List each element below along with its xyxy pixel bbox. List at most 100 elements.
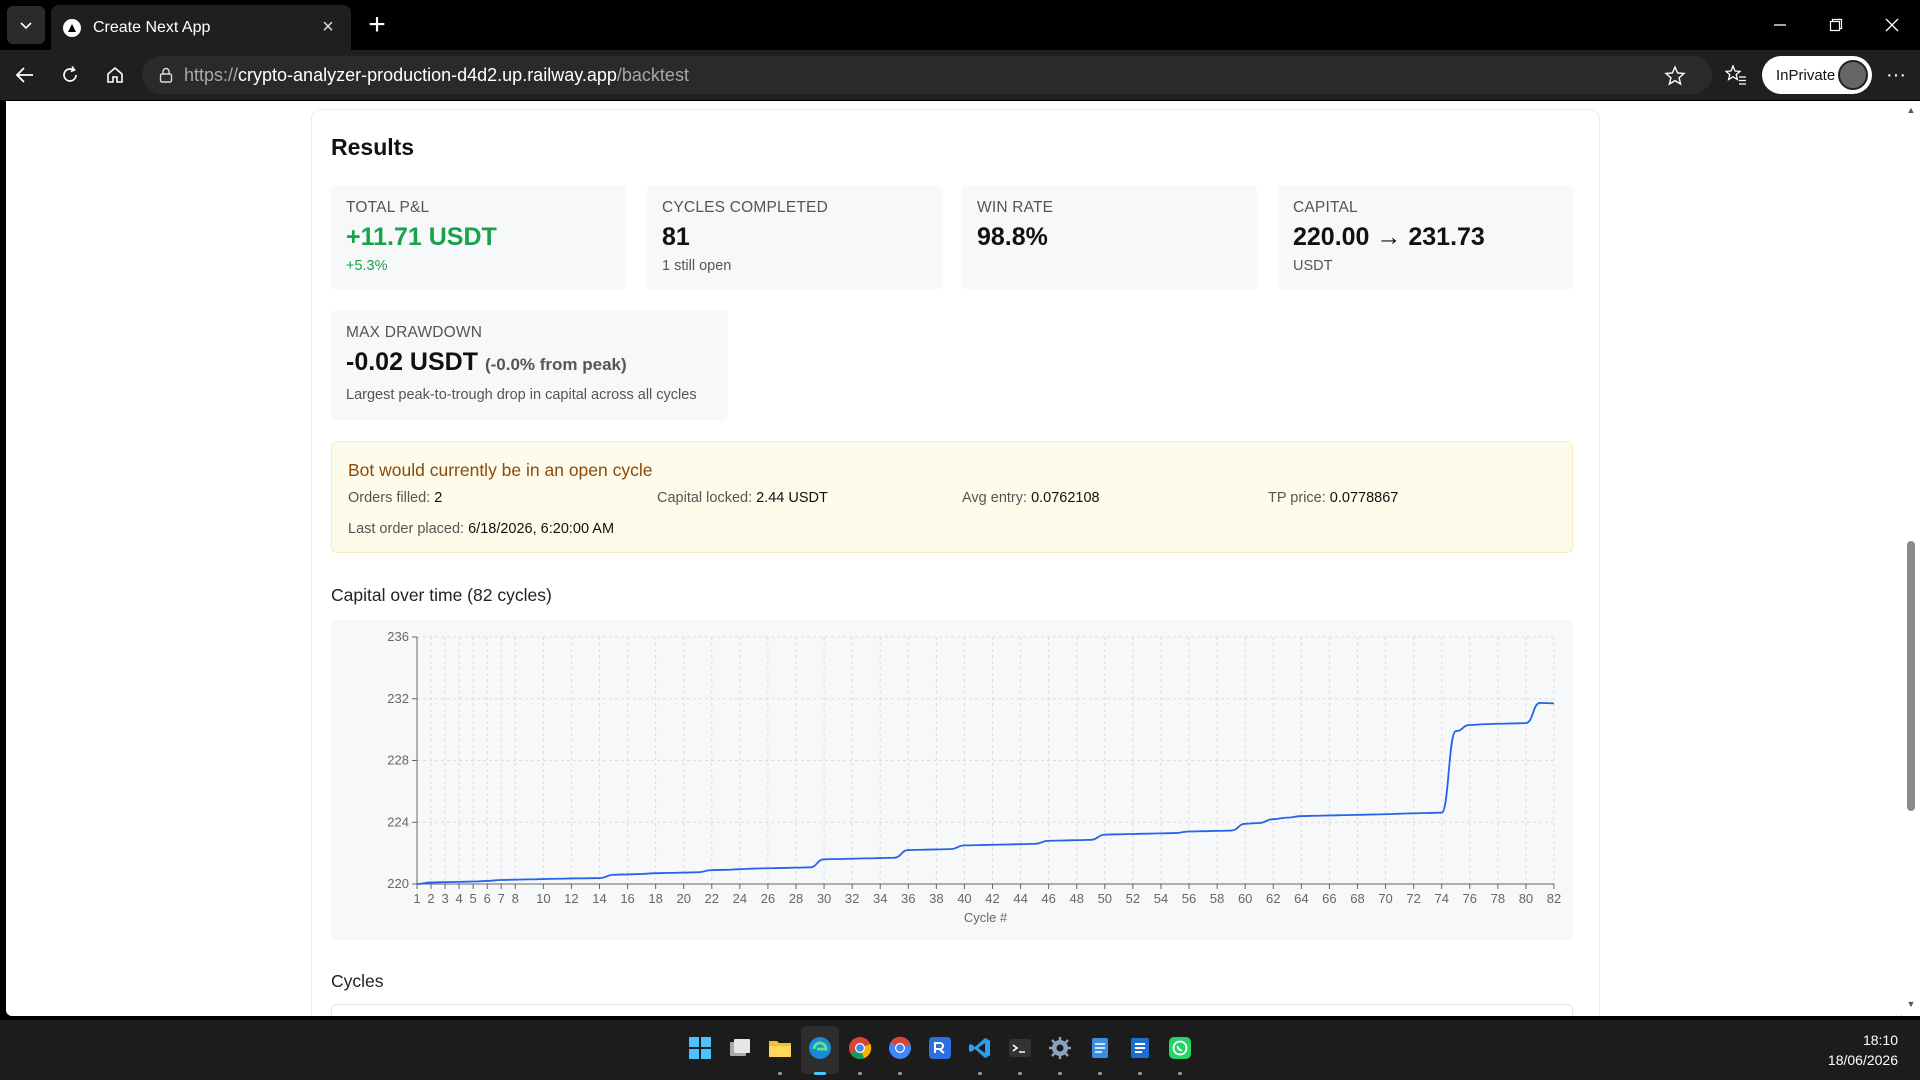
y-tick-label: 236 <box>387 629 409 644</box>
page-viewport: Results TOTAL P&L +11.71 USDT +5.3% CYCL… <box>6 101 1906 1016</box>
x-tick-label: 2 <box>427 891 434 906</box>
scroll-down-icon[interactable]: ▼ <box>1906 999 1916 1009</box>
close-tab-icon[interactable]: × <box>322 16 334 38</box>
stat-sub: USDT <box>1293 258 1333 274</box>
stat-label: CYCLES COMPLETED <box>662 199 828 216</box>
running-indicator <box>858 1072 862 1075</box>
x-tick-label: 3 <box>441 891 448 906</box>
open-cycle-title: Bot would currently be in an open cycle <box>348 460 653 480</box>
x-tick-label: 34 <box>873 891 887 906</box>
cycles-table <box>331 1004 1573 1016</box>
inprivate-label: InPrivate <box>1776 66 1836 84</box>
nextjs-triangle-icon <box>63 18 81 37</box>
active-indicator <box>814 1072 826 1075</box>
x-tick-label: 8 <box>512 891 519 906</box>
stat-cycles-completed: CYCLES COMPLETED 81 1 still open <box>647 185 942 290</box>
x-tick-label: 72 <box>1406 891 1420 906</box>
stat-value: 98.8% <box>977 223 1048 251</box>
x-tick-label: 20 <box>676 891 690 906</box>
stat-label: CAPITAL <box>1293 199 1358 216</box>
home-icon <box>107 66 123 83</box>
running-indicator <box>1138 1072 1142 1075</box>
back-button[interactable] <box>9 59 41 91</box>
x-tick-label: 64 <box>1294 891 1308 906</box>
y-tick-label: 220 <box>387 876 409 891</box>
clock-date: 18/06/2026 <box>1827 1052 1898 1068</box>
x-tick-label: 28 <box>789 891 803 906</box>
stat-value: 81 <box>662 223 690 251</box>
restore-icon <box>1829 18 1843 32</box>
document-app-icon[interactable] <box>1128 1036 1152 1060</box>
page-scrollbar[interactable]: ▲ ▼ <box>1902 101 1920 1016</box>
running-indicator <box>1098 1072 1102 1075</box>
x-tick-label: 7 <box>498 891 505 906</box>
system-clock[interactable]: 18:10 18/06/2026 <box>1828 1030 1898 1070</box>
x-axis-label: Cycle # <box>964 910 1008 925</box>
remote-app-icon[interactable] <box>928 1036 952 1060</box>
terminal-icon[interactable] <box>1008 1036 1032 1060</box>
edge-browser-icon[interactable] <box>808 1036 832 1060</box>
vscode-icon[interactable] <box>968 1036 992 1060</box>
x-tick-label: 14 <box>592 891 606 906</box>
home-button[interactable] <box>99 59 131 91</box>
inprivate-profile-button[interactable]: InPrivate <box>1762 56 1872 94</box>
restore-button[interactable] <box>1808 0 1864 50</box>
capital-series-line <box>416 702 1555 885</box>
stat-label: MAX DRAWDOWN <box>346 324 483 341</box>
running-indicator <box>778 1072 782 1075</box>
new-tab-button[interactable]: + <box>368 8 386 41</box>
avg-entry: Avg entry: 0.0762108 <box>962 490 1100 506</box>
address-toolbar: https://crypto-analyzer-production-d4d2.… <box>0 50 1920 100</box>
file-explorer-icon[interactable] <box>768 1036 792 1060</box>
scroll-up-icon[interactable]: ▲ <box>1906 105 1916 115</box>
x-tick-label: 52 <box>1126 891 1140 906</box>
x-tick-label: 74 <box>1434 891 1448 906</box>
chart-title: Capital over time (82 cycles) <box>331 585 552 605</box>
y-tick-label: 228 <box>387 753 409 768</box>
url-bar[interactable]: https://crypto-analyzer-production-d4d2.… <box>142 56 1712 94</box>
tab-title: Create Next App <box>93 18 211 36</box>
stat-value: -0.02 USDT (-0.0% from peak) <box>346 348 627 376</box>
tab-actions-menu-button[interactable] <box>7 6 45 44</box>
close-window-button[interactable] <box>1864 0 1920 50</box>
chrome-icon[interactable] <box>848 1036 872 1060</box>
x-tick-label: 22 <box>705 891 719 906</box>
tp-price: TP price: 0.0778867 <box>1268 490 1399 506</box>
x-tick-label: 60 <box>1238 891 1252 906</box>
running-indicator <box>898 1072 902 1075</box>
last-order-placed: Last order placed: 6/18/2026, 6:20:00 AM <box>348 521 615 537</box>
windows-start-icon[interactable] <box>688 1036 712 1060</box>
x-tick-label: 5 <box>470 891 477 906</box>
stat-label: TOTAL P&L <box>346 199 430 216</box>
drawdown-percent: (-0.0% from peak) <box>484 355 627 374</box>
stat-label: WIN RATE <box>977 199 1054 216</box>
minimize-icon <box>1774 24 1786 26</box>
scroll-thumb[interactable] <box>1907 541 1915 811</box>
chrome-profile-icon[interactable] <box>888 1036 912 1060</box>
running-indicator <box>1178 1072 1182 1075</box>
notepad-icon[interactable] <box>1088 1036 1112 1060</box>
running-indicator <box>1058 1072 1062 1075</box>
whatsapp-icon[interactable] <box>1168 1036 1192 1060</box>
results-title: Results <box>331 134 415 160</box>
stat-value: 220.00 → 231.73 <box>1293 223 1485 251</box>
stat-sub: +5.3% <box>346 258 388 274</box>
minimize-button[interactable] <box>1752 0 1808 50</box>
settings-more-button[interactable]: ··· <box>1886 64 1906 86</box>
open-cycle-alert: Bot would currently be in an open cycle … <box>331 441 1573 553</box>
browser-tab-active[interactable]: Create Next App × <box>51 5 351 50</box>
x-tick-label: 82 <box>1547 891 1561 906</box>
refresh-button[interactable] <box>54 59 86 91</box>
settings-gear-icon[interactable] <box>1048 1036 1072 1060</box>
x-tick-label: 10 <box>536 891 550 906</box>
star-icon[interactable] <box>1664 65 1686 87</box>
x-tick-label: 38 <box>929 891 943 906</box>
x-tick-label: 78 <box>1491 891 1505 906</box>
clock-time: 18:10 <box>1862 1032 1898 1048</box>
x-tick-label: 6 <box>484 891 491 906</box>
x-tick-label: 18 <box>648 891 662 906</box>
task-view-icon[interactable] <box>728 1036 752 1060</box>
favorites-icon[interactable] <box>1725 64 1747 86</box>
x-tick-label: 4 <box>455 891 462 906</box>
